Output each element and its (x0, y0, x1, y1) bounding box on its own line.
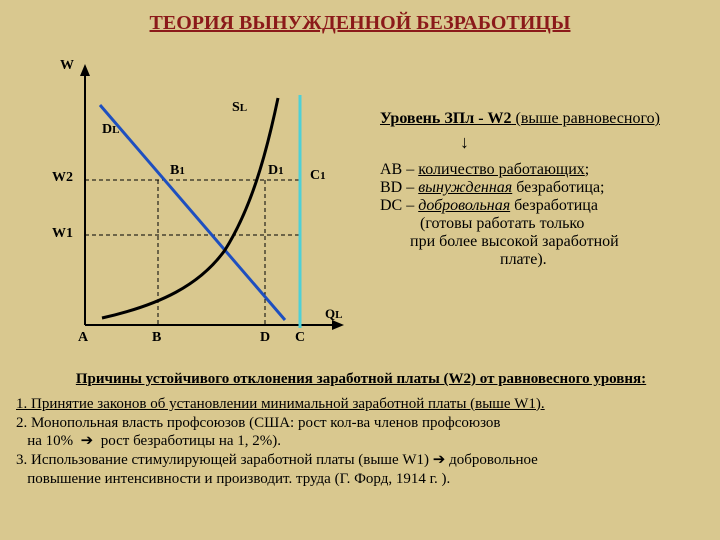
c-label: C (295, 330, 305, 346)
cause-1: 1. Принятие законов об установлении мини… (16, 395, 706, 414)
b1-label: B1 (170, 163, 185, 179)
tail-2: при более высокой заработной (410, 233, 710, 251)
tail-1: (готовы работать только (420, 215, 710, 233)
cause-3b: повышение интенсивности и производит. тр… (16, 470, 706, 489)
tail-3: плате). (500, 251, 710, 269)
causes-title: Причины устойчивого отклонения заработно… (16, 370, 706, 389)
cause-3a: 3. Использование стимулирующей заработно… (16, 451, 706, 470)
dc-line: DC – добровольная безработица (380, 197, 710, 215)
a-label: A (78, 330, 88, 346)
c1-label: C1 (310, 168, 326, 184)
bd-line: BD – вынужденная безработица; (380, 179, 710, 197)
cause-2a: 2. Монопольная власть профсоюзов (США: р… (16, 414, 706, 433)
demand-label: DL (102, 122, 119, 138)
cause-2b: на 10% ➔ рост безработицы на 1, 2%). (16, 432, 706, 451)
labor-market-chart: W QL DL SL W2 W1 B1 D1 C1 A B D C (30, 50, 370, 350)
w2-label: W2 (52, 170, 73, 186)
down-arrow-icon: ↓ (460, 132, 469, 153)
chart-svg (30, 50, 370, 350)
w1-label: W1 (52, 226, 73, 242)
level-line: Уровень ЗПл - W2 (выше равновесного) (380, 110, 710, 128)
d1-label: D1 (268, 163, 284, 179)
ab-line: AB – количество работающих; (380, 161, 710, 179)
b-label: B (152, 330, 161, 346)
d-label: D (260, 330, 270, 346)
supply-label: SL (232, 100, 247, 116)
explanation-block: Уровень ЗПл - W2 (выше равновесного) ↓ A… (380, 110, 710, 269)
page-title: ТЕОРИЯ ВЫНУЖДЕННОЙ БЕЗРАБОТИЦЫ (0, 0, 720, 35)
x-axis-label: QL (325, 306, 342, 322)
y-axis-label: W (60, 58, 74, 74)
causes-block: Причины устойчивого отклонения заработно… (16, 370, 706, 489)
